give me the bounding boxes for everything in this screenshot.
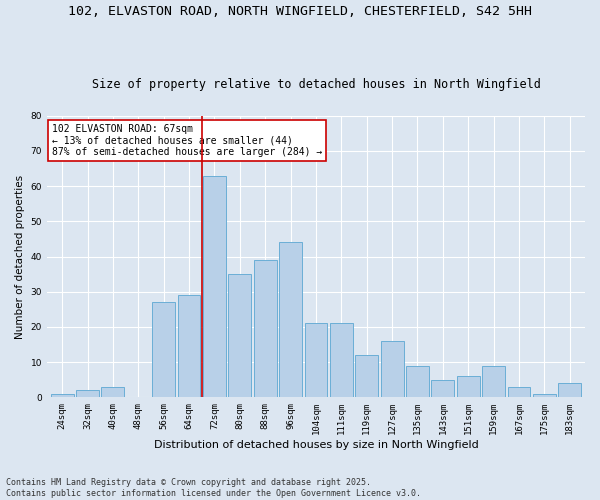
Text: 102 ELVASTON ROAD: 67sqm
← 13% of detached houses are smaller (44)
87% of semi-d: 102 ELVASTON ROAD: 67sqm ← 13% of detach… — [52, 124, 323, 158]
Bar — [355, 355, 378, 398]
Bar — [406, 366, 429, 398]
Text: 102, ELVASTON ROAD, NORTH WINGFIELD, CHESTERFIELD, S42 5HH: 102, ELVASTON ROAD, NORTH WINGFIELD, CHE… — [68, 5, 532, 18]
Bar — [178, 296, 200, 398]
Bar — [254, 260, 277, 398]
Bar — [152, 302, 175, 398]
Title: Size of property relative to detached houses in North Wingfield: Size of property relative to detached ho… — [92, 78, 541, 91]
Y-axis label: Number of detached properties: Number of detached properties — [15, 174, 25, 338]
X-axis label: Distribution of detached houses by size in North Wingfield: Distribution of detached houses by size … — [154, 440, 478, 450]
Bar — [229, 274, 251, 398]
Text: Contains HM Land Registry data © Crown copyright and database right 2025.
Contai: Contains HM Land Registry data © Crown c… — [6, 478, 421, 498]
Bar — [457, 376, 479, 398]
Bar — [279, 242, 302, 398]
Bar — [559, 384, 581, 398]
Bar — [203, 176, 226, 398]
Bar — [76, 390, 99, 398]
Bar — [482, 366, 505, 398]
Bar — [305, 324, 328, 398]
Bar — [533, 394, 556, 398]
Bar — [508, 387, 530, 398]
Bar — [51, 394, 74, 398]
Bar — [330, 324, 353, 398]
Bar — [380, 341, 404, 398]
Bar — [101, 387, 124, 398]
Bar — [431, 380, 454, 398]
